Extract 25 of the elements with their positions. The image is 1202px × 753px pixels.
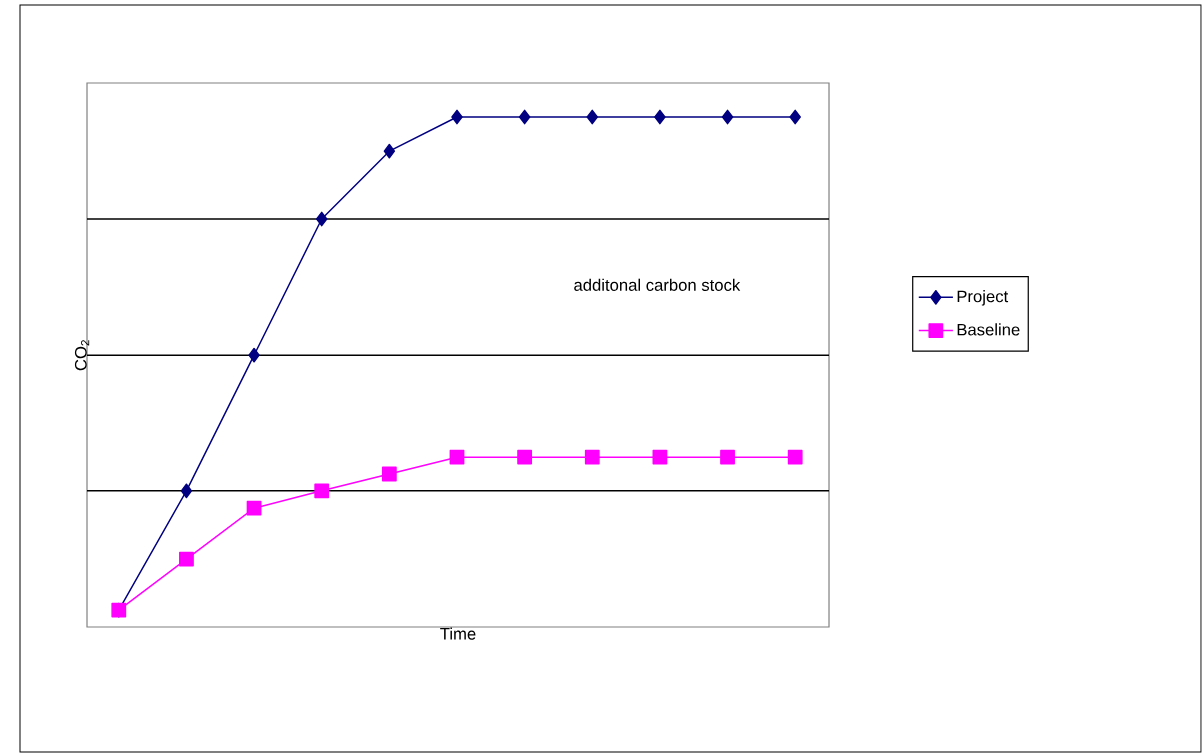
- x-axis-title: Time: [440, 627, 476, 640]
- point: [179, 551, 194, 567]
- point: [180, 483, 193, 499]
- point: [721, 109, 734, 125]
- point: [518, 109, 531, 125]
- point: [246, 500, 262, 516]
- point: [381, 466, 397, 482]
- point: [451, 109, 463, 125]
- legend-label: Project: [957, 290, 1009, 306]
- point: [789, 109, 801, 125]
- annotation: additonal carbon stock: [574, 278, 741, 291]
- y-axis-title: CO$_{2}$: [74, 340, 90, 371]
- point: [449, 449, 465, 465]
- point: [787, 449, 803, 465]
- point: [248, 347, 260, 363]
- point: [720, 449, 735, 465]
- point: [586, 109, 599, 125]
- point: [314, 483, 330, 499]
- point: [315, 211, 328, 227]
- point: [652, 449, 668, 465]
- point: [383, 143, 396, 159]
- point: [654, 109, 666, 125]
- legend-label: Baseline: [957, 323, 1020, 336]
- point: [584, 449, 600, 465]
- point: [517, 449, 533, 465]
